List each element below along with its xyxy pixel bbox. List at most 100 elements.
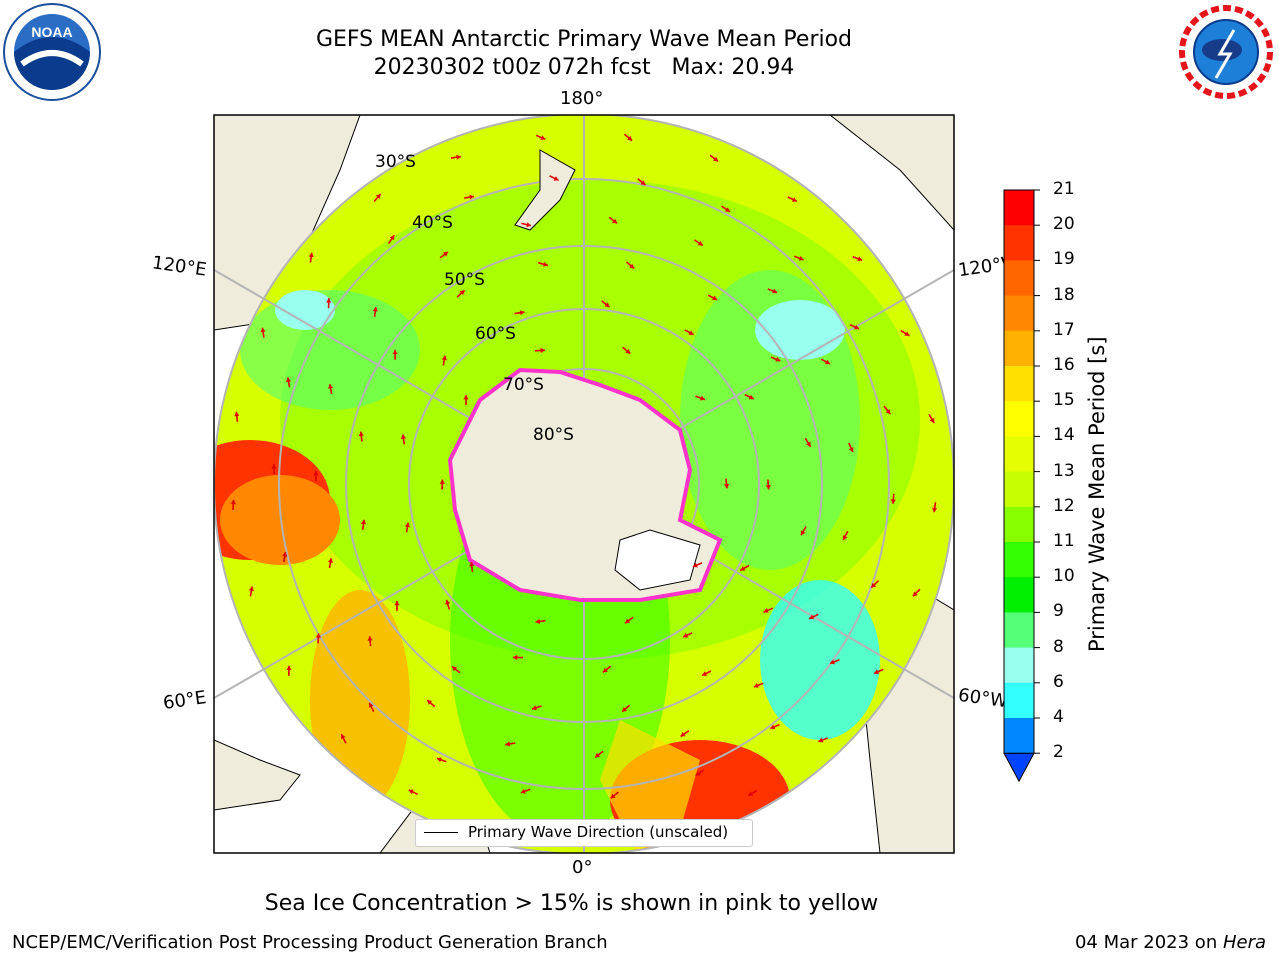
colorbar-tick-label: 20 bbox=[1053, 214, 1075, 235]
wave-arrow-head bbox=[535, 618, 541, 624]
wave-arrow-head bbox=[439, 479, 445, 484]
wave-arrow-head bbox=[553, 176, 559, 181]
wave-arrow-head bbox=[469, 194, 474, 200]
wave-arrow-head bbox=[874, 669, 879, 675]
colorbar-tick-label: 18 bbox=[1053, 284, 1075, 305]
wave-arrow-head bbox=[532, 705, 537, 711]
wave-arrow-head bbox=[595, 752, 601, 758]
colorbar-segment bbox=[1004, 506, 1034, 543]
lat-label-80s: 80°S bbox=[533, 425, 574, 445]
map-frame bbox=[213, 114, 955, 854]
nws-logo bbox=[1179, 5, 1273, 99]
wave-arrow-head bbox=[806, 441, 811, 447]
colorbar-segment bbox=[1004, 401, 1034, 437]
wave-arrow-head bbox=[459, 290, 465, 296]
wave-arrow-head bbox=[929, 417, 935, 423]
wave-arrow-head bbox=[825, 359, 830, 365]
colorbar-segment bbox=[1004, 682, 1034, 719]
colorbar-tick-label: 13 bbox=[1053, 460, 1075, 481]
wave-arrow-head bbox=[368, 702, 374, 708]
wave-arrow-head bbox=[680, 731, 686, 737]
wave-arrow-head bbox=[375, 194, 381, 199]
colorbar-segment bbox=[1004, 190, 1034, 226]
wave-arrow-head bbox=[712, 295, 718, 301]
wave-arrow-head bbox=[610, 793, 616, 799]
wave-arrow-head bbox=[809, 614, 815, 620]
colorbar-tick-label: 19 bbox=[1053, 249, 1075, 270]
wave-arrow-head bbox=[763, 608, 769, 613]
lat-label-30s: 30°S bbox=[375, 152, 416, 172]
wave-arrow-head bbox=[341, 734, 346, 740]
wave-arrow-head bbox=[286, 377, 291, 383]
colorbar-tick-label: 21 bbox=[1053, 179, 1075, 199]
wave-arrow-head bbox=[469, 562, 475, 567]
wave-arrow-head bbox=[248, 586, 254, 592]
wave-arrow-head bbox=[772, 288, 778, 294]
wave-arrow-head bbox=[463, 395, 469, 400]
svg-text:NOAA: NOAA bbox=[31, 24, 72, 40]
wave-arrow-head bbox=[904, 331, 910, 336]
colorbar-tick-label: 4 bbox=[1053, 707, 1064, 727]
wave-arrow-head bbox=[328, 384, 334, 389]
wave-arrow-head bbox=[360, 519, 366, 525]
wave-arrow-head bbox=[748, 791, 754, 796]
colorbar-segment bbox=[1004, 718, 1034, 754]
wave-arrow-head bbox=[695, 771, 701, 776]
wave-arrow-head bbox=[456, 154, 461, 160]
wave-arrow-head bbox=[640, 180, 646, 186]
colorbar bbox=[1003, 189, 1040, 783]
colorbar-segment bbox=[1004, 436, 1034, 473]
map-legend: Primary Wave Direction (unscaled) bbox=[415, 819, 753, 847]
wave-arrow-head bbox=[700, 395, 705, 401]
colorbar-tick-label: 6 bbox=[1053, 671, 1064, 692]
wave-arrow-head bbox=[625, 618, 631, 624]
wave-arrow-head bbox=[389, 235, 395, 241]
wave-arrow-head bbox=[271, 464, 277, 469]
wave-arrow-head bbox=[540, 347, 545, 353]
wave-arrow-head bbox=[688, 330, 694, 335]
wave-arrow-head bbox=[328, 558, 333, 563]
wave-arrow-head bbox=[627, 135, 633, 141]
lat-label-50s: 50°S bbox=[444, 270, 485, 290]
wave-arrow-head bbox=[602, 667, 608, 673]
colorbar-segment bbox=[1004, 647, 1034, 684]
noaa-logo: NOAA bbox=[3, 3, 101, 101]
wave-arrow-head bbox=[702, 671, 707, 676]
colorbar-segment bbox=[1004, 612, 1034, 649]
colorbar-tick-label: 8 bbox=[1053, 636, 1064, 657]
wave-arrow-head bbox=[830, 659, 835, 665]
footer-right: 04 Mar 2023 on Hera bbox=[1074, 932, 1266, 953]
colorbar-segment bbox=[1004, 577, 1034, 613]
colorbar-tick-label: 16 bbox=[1053, 355, 1075, 375]
wave-arrow-head bbox=[842, 535, 848, 541]
wave-arrow-head bbox=[604, 302, 610, 308]
wave-arrow-head bbox=[770, 724, 776, 730]
wave-arrow-head bbox=[394, 600, 400, 606]
wave-arrow-head bbox=[358, 431, 364, 437]
colorbar-segment bbox=[1004, 330, 1034, 367]
wave-arrow-head bbox=[798, 255, 804, 261]
wave-arrow-head bbox=[286, 665, 292, 671]
wave-arrow-head bbox=[234, 411, 240, 417]
wave-arrow-head bbox=[753, 683, 759, 688]
wave-arrow-head bbox=[443, 251, 448, 257]
lat-label-70s: 70°S bbox=[503, 375, 544, 395]
legend-line-icon bbox=[424, 832, 458, 833]
lat-label-60s: 60°S bbox=[475, 324, 516, 344]
wave-arrow-head bbox=[912, 591, 918, 597]
wave-arrow-head bbox=[367, 636, 373, 641]
wave-arrow-head bbox=[818, 737, 824, 743]
colorbar-extend-min bbox=[1003, 752, 1035, 783]
wave-arrow-head bbox=[427, 700, 433, 705]
wave-arrow-head bbox=[765, 485, 771, 490]
colorbar-segment bbox=[1004, 366, 1034, 402]
wave-arrow-head bbox=[326, 298, 332, 303]
colorbar-tick-label: 2 bbox=[1053, 742, 1064, 763]
colorbar-tick-label: 14 bbox=[1053, 425, 1075, 446]
colorbar-segment bbox=[1004, 225, 1034, 261]
colorbar-segment bbox=[1004, 542, 1034, 578]
lon-label-180: 180° bbox=[560, 88, 604, 109]
colorbar-label: Primary Wave Mean Period [s] bbox=[1085, 336, 1109, 652]
wave-arrow-head bbox=[612, 218, 618, 224]
wave-arrow-head bbox=[740, 566, 746, 571]
